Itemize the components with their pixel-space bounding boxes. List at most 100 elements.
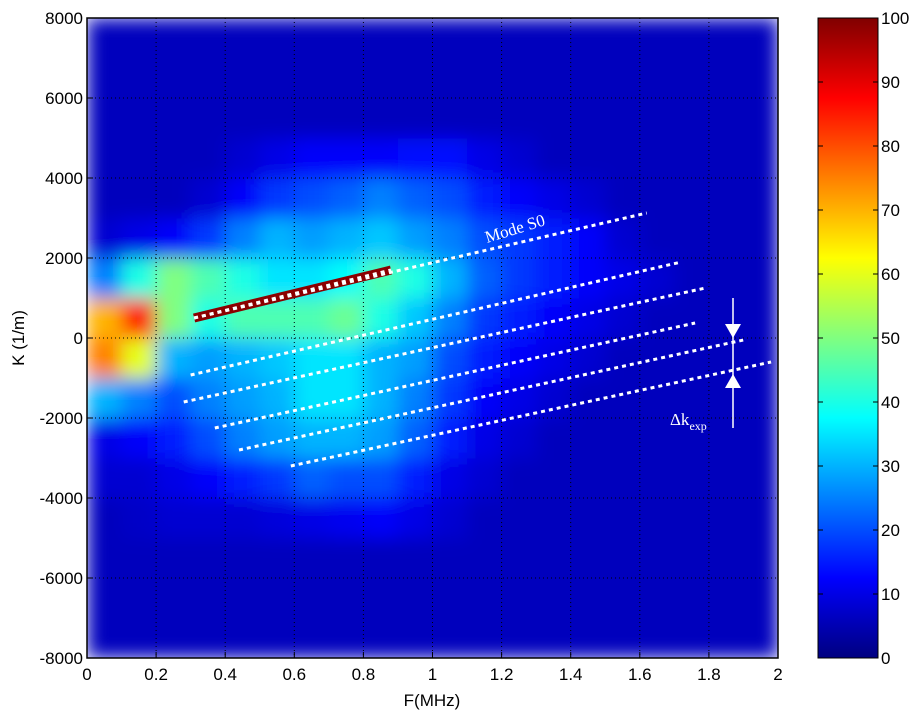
mode-line [238,338,744,452]
heat-cell [156,58,192,99]
heat-cell [328,578,364,619]
heat-cell [156,98,192,139]
heat-cell [639,298,675,339]
heat-cell [570,378,606,419]
heat-cell [363,418,399,459]
heat-cell [570,138,606,179]
heat-cell [397,338,433,379]
heat-cell [743,218,778,259]
heat-cell [363,498,399,539]
heat-cell [536,618,572,658]
heat-cell [432,378,468,419]
heat-cell [605,498,641,539]
heat-cell [225,498,261,539]
heat-cell [363,538,399,579]
heat-cell [190,58,226,99]
heat-cell [225,98,261,139]
heat-cell [259,98,295,139]
heat-cell [87,498,123,539]
x-tick-label: 0.8 [352,665,376,684]
heat-cell [190,98,226,139]
heat-cell [639,98,675,139]
heat-cell [639,618,675,658]
heat-cell [432,538,468,579]
heat-cell [87,218,123,259]
colorbar-tick-label: 70 [881,201,900,220]
heat-cell [467,138,503,179]
heat-cell [397,178,433,219]
colorbar-tick-label: 50 [881,329,900,348]
heat-cell [156,138,192,179]
heat-cell [397,138,433,179]
heat-cell [328,618,364,658]
x-tick-label: 1.4 [559,665,583,684]
x-axis-label: F(MHz) [404,691,461,710]
heat-cell [259,498,295,539]
heat-cell [363,138,399,179]
heat-cell [639,418,675,459]
heat-cell [225,378,261,419]
heat-cell [87,618,123,658]
heat-cell [328,458,364,499]
heat-cell [363,98,399,139]
heat-cell [259,618,295,658]
delta-arrow [725,298,741,428]
heat-cell [156,538,192,579]
heat-cell [501,538,537,579]
heat-cell [432,138,468,179]
heat-cell [328,338,364,379]
heat-cell [294,218,330,259]
colorbar-tick-label: 90 [881,73,900,92]
heat-cell [570,458,606,499]
y-tick-label: -2000 [40,409,83,428]
heat-cell [674,618,710,658]
heat-cell [605,338,641,379]
heat-cell [467,258,503,299]
heat-cell [536,98,572,139]
heat-cell [432,18,468,59]
heat-cell [674,18,710,59]
heat-cell [432,258,468,299]
heat-cell [467,458,503,499]
heat-cell [87,58,123,99]
heat-cell [259,138,295,179]
heat-cell [121,178,157,219]
heat-cell [708,538,744,579]
y-tick-label: 6000 [45,89,83,108]
heat-cell [87,138,123,179]
heat-cell [294,618,330,658]
heat-cell [743,138,778,179]
heat-cell [121,98,157,139]
heat-cell [294,498,330,539]
heat-cell [156,258,192,299]
heat-cell [328,18,364,59]
heat-cell [190,618,226,658]
heat-cell [570,538,606,579]
y-tick-label: -8000 [40,649,83,668]
heat-cell [121,538,157,579]
heat-cell [259,458,295,499]
heat-cell [397,58,433,99]
heat-cell [570,258,606,299]
heat-cell [397,258,433,299]
heat-cell [743,418,778,459]
heat-cell [156,458,192,499]
heat-cell [708,258,744,299]
heat-cell [501,578,537,619]
heat-cell [501,498,537,539]
heat-cell [121,578,157,619]
heat-cell [87,578,123,619]
heat-cell [639,498,675,539]
heat-cell [536,178,572,219]
heat-cell [190,498,226,539]
x-tick-label: 0.4 [213,665,237,684]
heat-cell [259,178,295,219]
heat-cell [570,178,606,219]
heat-cell [674,98,710,139]
heat-cell [328,58,364,99]
heat-cell [708,298,744,339]
heat-cell [397,498,433,539]
heat-cell [328,178,364,219]
mode-line [190,260,682,377]
heat-cell [674,498,710,539]
